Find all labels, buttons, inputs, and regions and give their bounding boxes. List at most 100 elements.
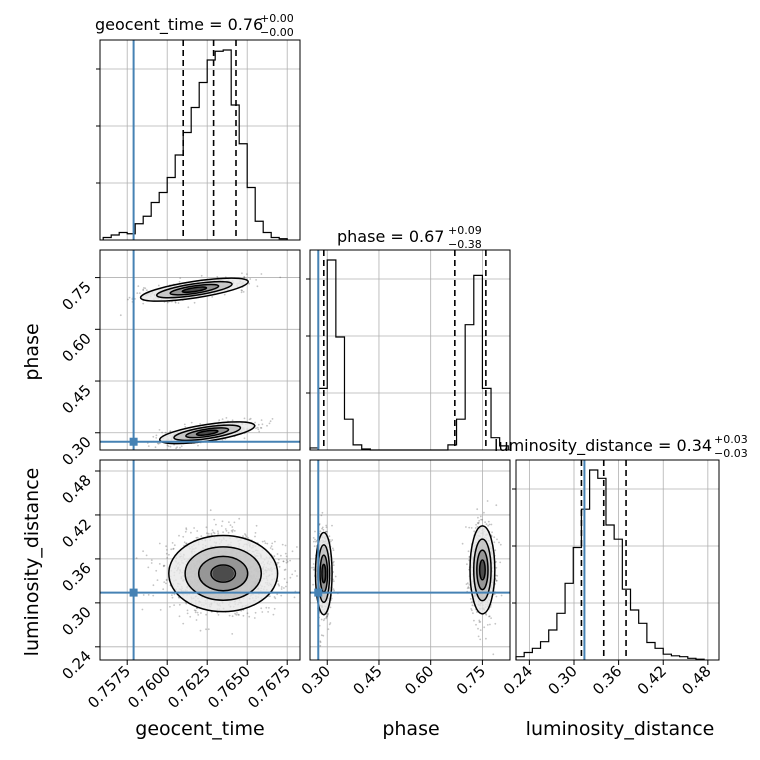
sample-point	[289, 559, 291, 562]
sample-point	[247, 537, 250, 539]
sample-point	[479, 638, 482, 641]
sample-point	[190, 531, 192, 534]
sample-point	[325, 526, 328, 529]
title-geocent_time-minus: −0.00	[260, 26, 294, 39]
sample-point	[193, 301, 196, 304]
sample-point	[150, 559, 153, 561]
sample-point	[263, 540, 266, 542]
sample-point	[324, 530, 327, 533]
sample-point	[256, 426, 259, 429]
sample-point	[254, 535, 256, 538]
sample-point	[233, 521, 236, 524]
sample-point	[283, 587, 285, 589]
sample-point	[470, 601, 473, 603]
sample-point	[231, 526, 234, 528]
sample-point	[194, 611, 197, 614]
sample-point	[154, 446, 157, 449]
sample-point	[477, 522, 480, 525]
sample-point	[235, 613, 238, 616]
sample-point	[260, 427, 263, 429]
sample-point	[495, 579, 498, 582]
density-region	[183, 287, 206, 292]
sample-point	[163, 581, 166, 583]
sample-point	[477, 635, 480, 638]
sample-point	[291, 550, 294, 553]
sample-point	[256, 285, 259, 288]
sample-point	[147, 594, 150, 596]
sample-point	[244, 534, 247, 536]
sample-point	[483, 626, 486, 629]
sample-point	[178, 597, 181, 599]
sample-point	[476, 508, 479, 511]
sample-point	[243, 276, 246, 279]
sample-point	[485, 613, 488, 616]
sample-point	[467, 550, 470, 553]
contour-line	[139, 277, 249, 302]
sample-point	[164, 431, 167, 434]
sample-point	[225, 529, 228, 532]
sample-point	[162, 564, 165, 567]
sample-point	[145, 554, 148, 557]
sample-point	[257, 428, 260, 431]
sample-point	[493, 593, 496, 596]
sample-point	[284, 568, 287, 571]
sample-point	[260, 419, 263, 421]
sample-point	[273, 596, 276, 598]
sample-point	[476, 611, 478, 614]
sample-point	[249, 417, 252, 420]
sample-point	[465, 526, 467, 528]
sample-point	[493, 541, 496, 544]
sample-point	[185, 543, 187, 545]
sample-point	[286, 560, 289, 563]
sample-point	[169, 430, 172, 432]
sample-point	[492, 653, 495, 656]
sample-point	[217, 532, 220, 534]
sample-point	[490, 535, 493, 537]
sample-point	[185, 528, 188, 531]
sample-point	[274, 540, 276, 543]
sample-point	[472, 612, 474, 615]
sample-point	[470, 608, 473, 610]
sample-point	[238, 517, 241, 520]
sample-point	[177, 302, 180, 304]
sample-point	[246, 612, 249, 615]
title-luminosity_distance: luminosity_distance = 0.34	[494, 436, 712, 456]
sample-point	[488, 615, 490, 618]
sample-point	[161, 431, 164, 434]
sample-point	[218, 419, 221, 422]
sample-point	[328, 623, 331, 626]
sample-point	[162, 565, 165, 568]
sample-point	[142, 288, 145, 291]
sample-point	[261, 540, 264, 543]
sample-point	[329, 540, 332, 543]
sample-point	[174, 301, 177, 303]
sample-point	[487, 524, 489, 527]
sample-point	[195, 619, 198, 621]
title-phase-plus: +0.09	[448, 224, 482, 237]
sample-point	[245, 535, 248, 538]
sample-point	[264, 542, 267, 544]
sample-point	[475, 623, 477, 626]
sample-point	[231, 419, 234, 422]
truth-marker	[129, 588, 138, 597]
sample-point	[142, 550, 145, 553]
sample-point	[178, 603, 181, 606]
sample-point	[257, 423, 260, 426]
sample-point	[238, 614, 240, 616]
sample-point	[332, 562, 334, 564]
sample-point	[466, 582, 469, 585]
panel-frame	[309, 459, 511, 661]
sample-point	[468, 584, 471, 586]
sample-point	[157, 284, 160, 287]
panel-phase-histogram	[306, 249, 511, 451]
contour-line	[472, 538, 492, 602]
sample-point	[152, 594, 155, 597]
sample-point	[285, 559, 288, 561]
sample-point	[319, 641, 322, 644]
sample-point	[326, 615, 328, 617]
sample-point	[325, 524, 328, 527]
sample-point	[258, 430, 261, 433]
sample-point	[271, 548, 274, 551]
sample-point	[467, 586, 470, 588]
sample-point	[136, 292, 139, 294]
